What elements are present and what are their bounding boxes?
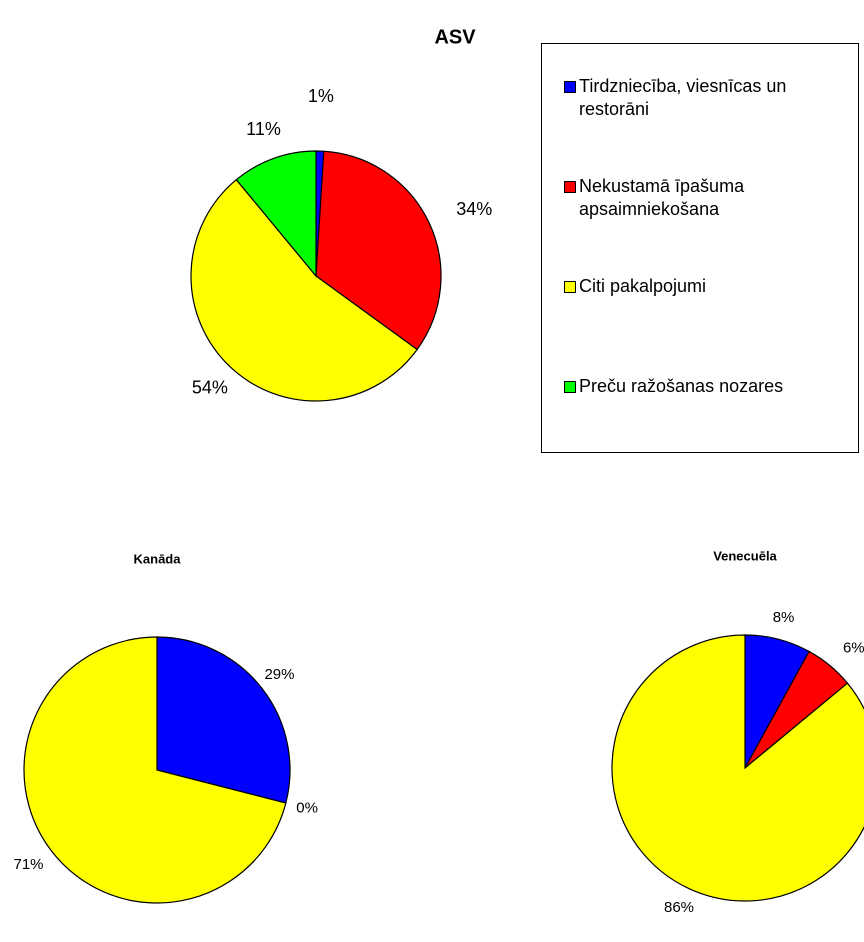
data-label-real-estate: 0% (296, 800, 318, 817)
legend-label-goods: Preču ražošanas nozares (579, 376, 784, 396)
pie-slice-other-services (23, 636, 287, 904)
legend-swatch-goods (564, 381, 576, 393)
legend-item-goods: Preču ražošanas nozares (564, 375, 854, 398)
pie-slice-goods (235, 150, 317, 278)
chart-title: Kanāda (134, 551, 182, 566)
legend-label-trade: Tirdzniecība, viesnīcas un restorāni (579, 76, 787, 119)
data-label-trade: 1% (308, 86, 334, 106)
legend-swatch-other-services (564, 281, 576, 293)
legend-item-real-estate: Nekustamā īpašuma apsaimniekošana (564, 175, 854, 221)
legend-swatch-trade (564, 81, 576, 93)
legend-label-other-services: Citi pakalpojumi (579, 276, 707, 296)
data-label-other-services: 86% (664, 899, 694, 916)
data-label-real-estate: 6% (843, 640, 864, 657)
legend-item-other-services: Citi pakalpojumi (564, 275, 854, 298)
legend-item-trade: Tirdzniecība, viesnīcas un restorāni (564, 75, 854, 121)
pie-chart-venecuela: 8% 6% 86% Venecuēla (611, 548, 864, 916)
chart-title: Venecuēla (713, 548, 777, 563)
pie-slice-other-services (190, 178, 418, 402)
data-label-other-services: 54% (192, 378, 228, 398)
pie-chart-kanada: 29% 0% 71% Kanāda (14, 551, 318, 904)
data-label-trade: 29% (264, 666, 294, 683)
chart-title: ASV (434, 26, 476, 48)
data-label-real-estate: 34% (456, 199, 492, 219)
data-label-other-services: 71% (14, 856, 44, 873)
data-label-trade: 8% (773, 609, 795, 626)
chart-legend: Tirdzniecība, viesnīcas un restorāni Nek… (541, 43, 859, 453)
pie-chart-asv: 1% 34% 54% 11% ASV (190, 26, 492, 402)
legend-swatch-real-estate (564, 181, 576, 193)
pie-slice-trade (156, 636, 291, 804)
pie-slice-real-estate (315, 150, 442, 351)
data-label-goods: 11% (246, 119, 281, 139)
pie-slice-other-services (611, 634, 864, 902)
legend-label-real-estate: Nekustamā īpašuma apsaimniekošana (579, 176, 745, 219)
